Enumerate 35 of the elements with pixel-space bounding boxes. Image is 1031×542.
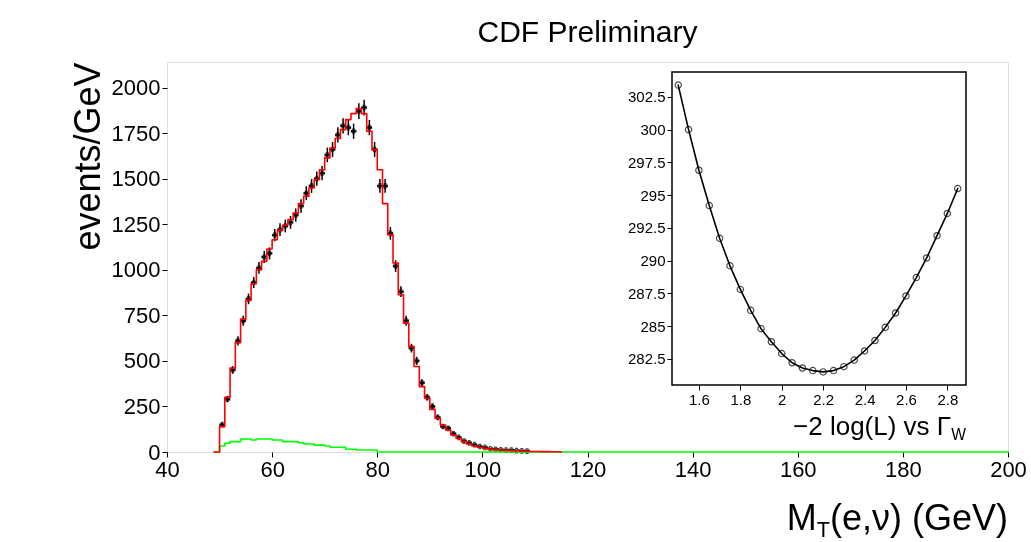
x-tick-label: 140: [674, 456, 712, 482]
x-tick-label: 100: [464, 456, 502, 482]
x-tick-label: 2.8: [937, 390, 959, 408]
x-tick-label: 120: [569, 456, 607, 482]
y-tick-label: 250: [123, 393, 161, 419]
x-tick-label: 1.8: [730, 390, 752, 408]
y-tick-label: 1250: [111, 211, 161, 237]
x-tick-label: 160: [779, 456, 817, 482]
y-tick-label: 290: [640, 252, 666, 270]
y-tick-label: 287.5: [627, 284, 666, 302]
y-tick-label: 1000: [111, 257, 161, 283]
x-tick-label: 2.2: [813, 390, 835, 408]
x-tick-label: 2.4: [854, 390, 876, 408]
x-tick-label: 180: [885, 456, 922, 482]
y-tick-label: 300: [640, 121, 666, 139]
chart-title: CDF Preliminary: [477, 15, 698, 48]
y-tick-label: 750: [123, 302, 161, 328]
y-tick-label: 295: [640, 186, 666, 204]
x-tick-label: 60: [260, 456, 285, 482]
x-tick-label: 2: [778, 390, 787, 408]
x-tick-label: 80: [365, 456, 390, 482]
y-tick-label: 1750: [111, 120, 161, 146]
y-tick-label: 500: [123, 348, 161, 374]
x-tick-label: 2.6: [896, 390, 917, 408]
x-tick-label: 1.6: [688, 390, 710, 408]
y-tick-label: 285: [640, 317, 666, 335]
y-tick-label: 292.5: [627, 219, 666, 237]
y-axis-title: events/GeV: [66, 62, 108, 251]
y-tick-label: 1500: [111, 166, 161, 192]
y-tick-label: 297.5: [627, 153, 666, 171]
y-tick-label: 282.5: [627, 350, 666, 368]
y-tick-label: 0: [148, 439, 161, 465]
x-tick-label: 200: [990, 456, 1027, 482]
y-tick-label: 2000: [111, 75, 161, 101]
y-tick-label: 302.5: [627, 88, 666, 106]
